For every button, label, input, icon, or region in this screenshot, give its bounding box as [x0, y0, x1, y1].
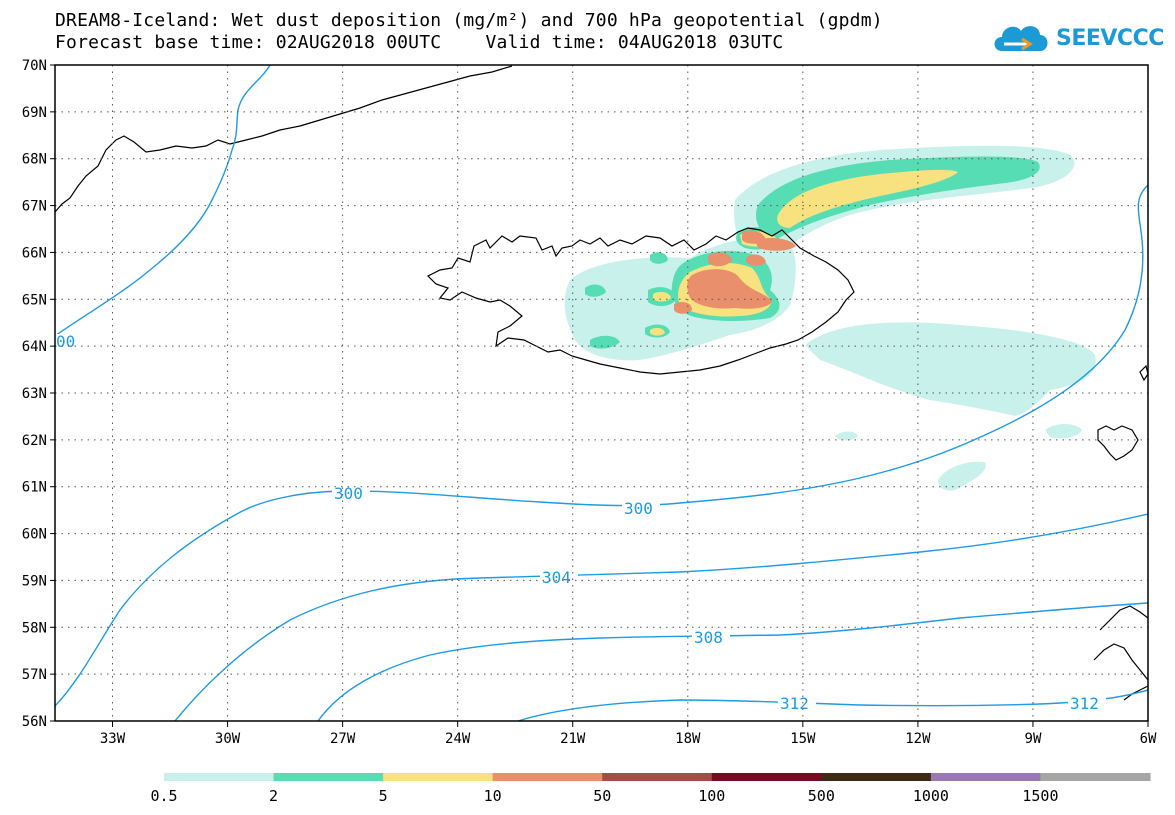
dust-area-orange — [708, 252, 732, 267]
lon-tick-label: 27W — [330, 731, 356, 747]
dust-area-yellow — [777, 169, 958, 228]
colorbar-label: 1000 — [913, 787, 949, 805]
dust-area-yellow — [650, 327, 665, 336]
lon-tick-label: 30W — [215, 731, 241, 747]
colorbar-swatch — [383, 773, 494, 781]
scotland-coastline — [1093, 605, 1149, 701]
lat-tick-label: 56N — [22, 714, 47, 730]
colorbar-label: 50 — [593, 787, 611, 805]
colorbar-swatch — [602, 773, 713, 781]
logo-text: SEEVCCC — [1056, 25, 1164, 51]
lat-tick-label: 64N — [22, 339, 47, 355]
colorbar: 0.5 2 5 10 50 100 500 1000 1500 — [150, 773, 1151, 805]
contour-label: 300 — [624, 499, 653, 518]
shetland-coastline — [1139, 364, 1149, 382]
contour-labels: 00 300 300 304 308 312 312 — [55, 332, 1106, 713]
colorbar-label: 2 — [269, 787, 278, 805]
contour-label: 300 — [334, 484, 363, 503]
dust-area-light — [938, 461, 986, 491]
dust-area-medium — [755, 156, 1040, 240]
iceland-coastline — [426, 227, 855, 375]
axis-ticks: 33W 30W 27W 24W 21W 18W 15W 12W 9W 6W 70N 69N 68N 67N… — [22, 58, 1157, 747]
coastlines — [54, 65, 1149, 701]
map-title: DREAM8-Iceland: Wet dust deposition (mg/… — [55, 10, 883, 31]
cloud-icon — [994, 26, 1048, 51]
lon-tick-label: 18W — [675, 731, 701, 747]
greenland-coastline — [54, 65, 513, 213]
colorbar-swatch — [164, 773, 275, 781]
contour-label: 304 — [542, 568, 571, 587]
colorbar-swatch — [492, 773, 603, 781]
lat-tick-label: 68N — [22, 152, 47, 168]
colorbar-label: 500 — [808, 787, 835, 805]
map-frame — [54, 64, 1149, 722]
colorbar-label: 100 — [698, 787, 725, 805]
colorbar-swatch — [930, 773, 1041, 781]
lat-tick-label: 67N — [22, 199, 47, 215]
lon-tick-label: 24W — [445, 731, 471, 747]
colorbar-label: 5 — [379, 787, 388, 805]
contour-line — [174, 513, 1148, 721]
contour-label: 308 — [694, 628, 723, 647]
lat-tick-label: 70N — [22, 58, 47, 74]
contour-line — [317, 602, 1148, 721]
lat-tick-label: 58N — [22, 620, 47, 636]
lat-tick-label: 61N — [22, 480, 47, 496]
contour-label: 312 — [780, 694, 809, 713]
dust-area-medium — [590, 335, 620, 349]
contour-line — [517, 689, 1148, 721]
dust-area-light — [1045, 424, 1082, 439]
lat-tick-label: 65N — [22, 292, 47, 308]
lon-tick-label: 12W — [905, 731, 931, 747]
dust-area-orange — [755, 238, 796, 251]
lon-tick-label: 21W — [560, 731, 586, 747]
lat-tick-label: 69N — [22, 105, 47, 121]
lat-tick-label: 59N — [22, 573, 47, 589]
colorbar-label: 1500 — [1022, 787, 1058, 805]
contour-line — [55, 184, 1148, 707]
graticule — [55, 65, 1148, 721]
lat-tick-label: 66N — [22, 245, 47, 261]
colorbar-label: 10 — [484, 787, 502, 805]
seevccc-logo: SEEVCCC — [990, 18, 1164, 58]
lon-tick-label: 15W — [790, 731, 816, 747]
lon-tick-label: 33W — [100, 731, 126, 747]
faroe-islands-coastline — [1097, 425, 1139, 461]
contour-label: 312 — [1070, 694, 1099, 713]
forecast-time-subtitle: Forecast base time: 02AUG2018 00UTC Vali… — [55, 32, 784, 53]
dust-area-light — [805, 322, 1096, 416]
dust-area-orange — [674, 302, 692, 314]
lat-tick-label: 62N — [22, 433, 47, 449]
lat-tick-label: 57N — [22, 667, 47, 683]
contour-line — [55, 65, 271, 337]
dust-area-light — [835, 431, 858, 441]
dust-area-medium — [585, 284, 606, 297]
colorbar-swatch — [821, 773, 932, 781]
dust-area-medium — [650, 252, 668, 264]
lat-tick-label: 60N — [22, 527, 47, 543]
dust-area-orange — [746, 254, 766, 266]
lon-tick-label: 9W — [1025, 731, 1042, 747]
lat-tick-label: 63N — [22, 386, 47, 402]
contour-label: 00 — [56, 332, 75, 351]
lon-tick-label: 6W — [1140, 731, 1157, 747]
colorbar-swatch — [711, 773, 822, 781]
colorbar-label: 0.5 — [150, 787, 177, 805]
colorbar-swatch — [1040, 773, 1151, 781]
colorbar-swatch — [273, 773, 384, 781]
